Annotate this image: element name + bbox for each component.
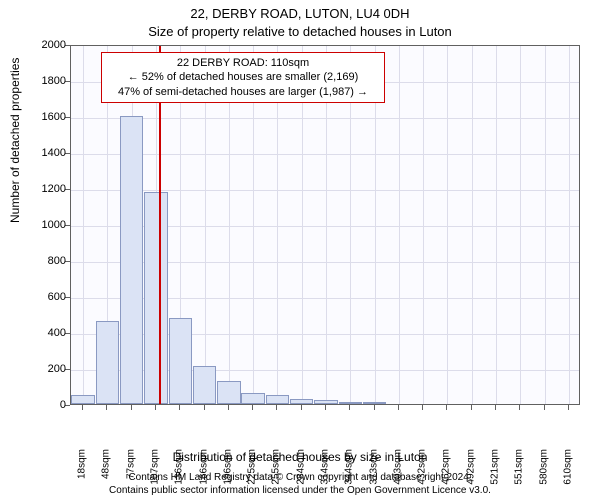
gridline-v	[569, 46, 570, 404]
chart-title-line1: 22, DERBY ROAD, LUTON, LU4 0DH	[0, 6, 600, 21]
histogram-bar	[144, 192, 167, 404]
chart-container: 22, DERBY ROAD, LUTON, LU4 0DH Size of p…	[0, 0, 600, 500]
x-tick	[422, 405, 423, 410]
footer-line2: Contains public sector information licen…	[0, 485, 600, 498]
x-tick	[349, 405, 350, 410]
plot-outer: 22 DERBY ROAD: 110sqm← 52% of detached h…	[70, 45, 580, 405]
y-tick-label: 1800	[42, 75, 66, 87]
x-tick	[179, 405, 180, 410]
chart-title-line2: Size of property relative to detached ho…	[0, 24, 600, 39]
x-tick	[82, 405, 83, 410]
y-tick-label: 800	[48, 255, 66, 267]
y-tick-label: 400	[48, 327, 66, 339]
histogram-bar	[241, 393, 264, 404]
gridline-v	[472, 46, 473, 404]
histogram-bar	[339, 402, 362, 404]
x-tick	[252, 405, 253, 410]
gridline-v	[545, 46, 546, 404]
histogram-bar	[266, 395, 289, 404]
x-tick	[106, 405, 107, 410]
x-tick	[495, 405, 496, 410]
gridline-h	[71, 154, 579, 155]
x-tick	[398, 405, 399, 410]
footer-line1: Contains HM Land Registry data © Crown c…	[0, 472, 600, 485]
y-tick-label: 600	[48, 291, 66, 303]
histogram-bar	[169, 318, 192, 404]
x-tick	[446, 405, 447, 410]
y-tick-label: 200	[48, 363, 66, 375]
histogram-bar	[71, 395, 94, 404]
x-tick	[544, 405, 545, 410]
histogram-bar	[290, 399, 313, 404]
histogram-bar	[314, 400, 337, 404]
x-tick	[276, 405, 277, 410]
x-tick	[204, 405, 205, 410]
y-tick-label: 1000	[42, 219, 66, 231]
x-tick	[228, 405, 229, 410]
gridline-v	[83, 46, 84, 404]
annotation-line: ← 52% of detached houses are smaller (2,…	[108, 70, 378, 84]
histogram-bar	[217, 381, 240, 404]
x-axis-label: Distribution of detached houses by size …	[0, 450, 600, 464]
x-tick	[471, 405, 472, 410]
y-tick-label: 0	[60, 399, 66, 411]
gridline-v	[399, 46, 400, 404]
y-tick-label: 2000	[42, 39, 66, 51]
y-axis-label: Number of detached properties	[8, 58, 22, 223]
gridline-v	[423, 46, 424, 404]
gridline-v	[520, 46, 521, 404]
y-tick-label: 1600	[42, 111, 66, 123]
histogram-bar	[363, 402, 386, 404]
gridline-v	[496, 46, 497, 404]
annotation-box: 22 DERBY ROAD: 110sqm← 52% of detached h…	[101, 52, 385, 103]
annotation-line: 22 DERBY ROAD: 110sqm	[108, 56, 378, 70]
histogram-bar	[96, 321, 119, 404]
x-tick	[131, 405, 132, 410]
annotation-line: 47% of semi-detached houses are larger (…	[108, 85, 378, 99]
plot-area: 22 DERBY ROAD: 110sqm← 52% of detached h…	[70, 45, 580, 405]
y-tick-label: 1200	[42, 183, 66, 195]
histogram-bar	[120, 116, 143, 404]
x-tick	[568, 405, 569, 410]
histogram-bar	[193, 366, 216, 404]
x-tick	[325, 405, 326, 410]
x-tick	[374, 405, 375, 410]
footer-attribution: Contains HM Land Registry data © Crown c…	[0, 472, 600, 497]
y-tick-label: 1400	[42, 147, 66, 159]
gridline-v	[447, 46, 448, 404]
gridline-h	[71, 118, 579, 119]
x-tick	[155, 405, 156, 410]
x-tick	[301, 405, 302, 410]
x-tick	[519, 405, 520, 410]
